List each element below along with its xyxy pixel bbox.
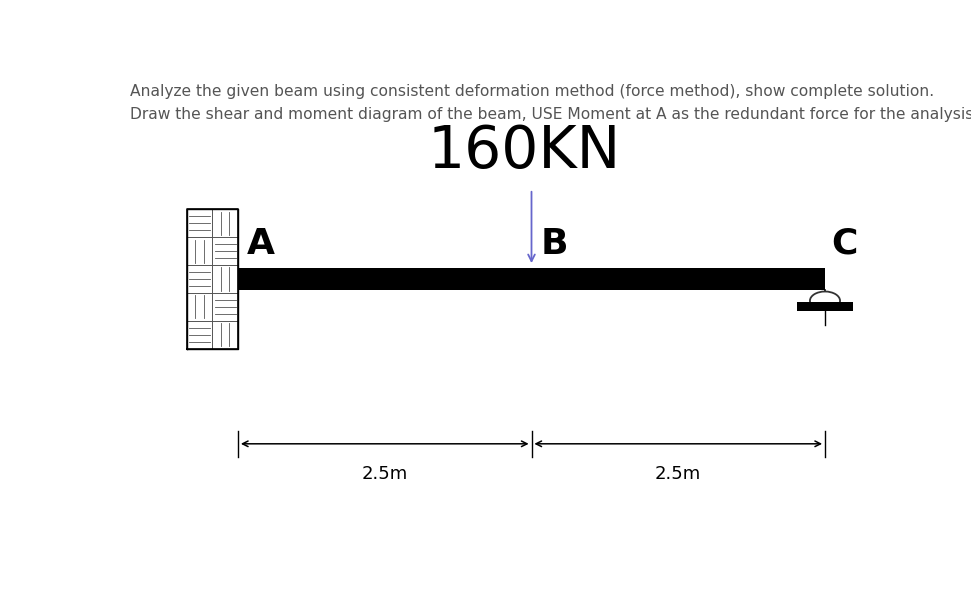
Text: Draw the shear and moment diagram of the beam, USE Moment at A as the redundant : Draw the shear and moment diagram of the… [130, 107, 971, 122]
Text: B: B [541, 227, 568, 261]
Text: A: A [247, 227, 275, 261]
Circle shape [810, 291, 840, 310]
Text: 2.5m: 2.5m [361, 465, 408, 483]
Bar [238, 268, 825, 290]
Text: 160KN: 160KN [427, 122, 620, 180]
Bar [797, 302, 854, 312]
Text: Analyze the given beam using consistent deformation method (force method), show : Analyze the given beam using consistent … [130, 84, 934, 99]
Text: 2.5m: 2.5m [655, 465, 701, 483]
Text: C: C [831, 227, 857, 261]
